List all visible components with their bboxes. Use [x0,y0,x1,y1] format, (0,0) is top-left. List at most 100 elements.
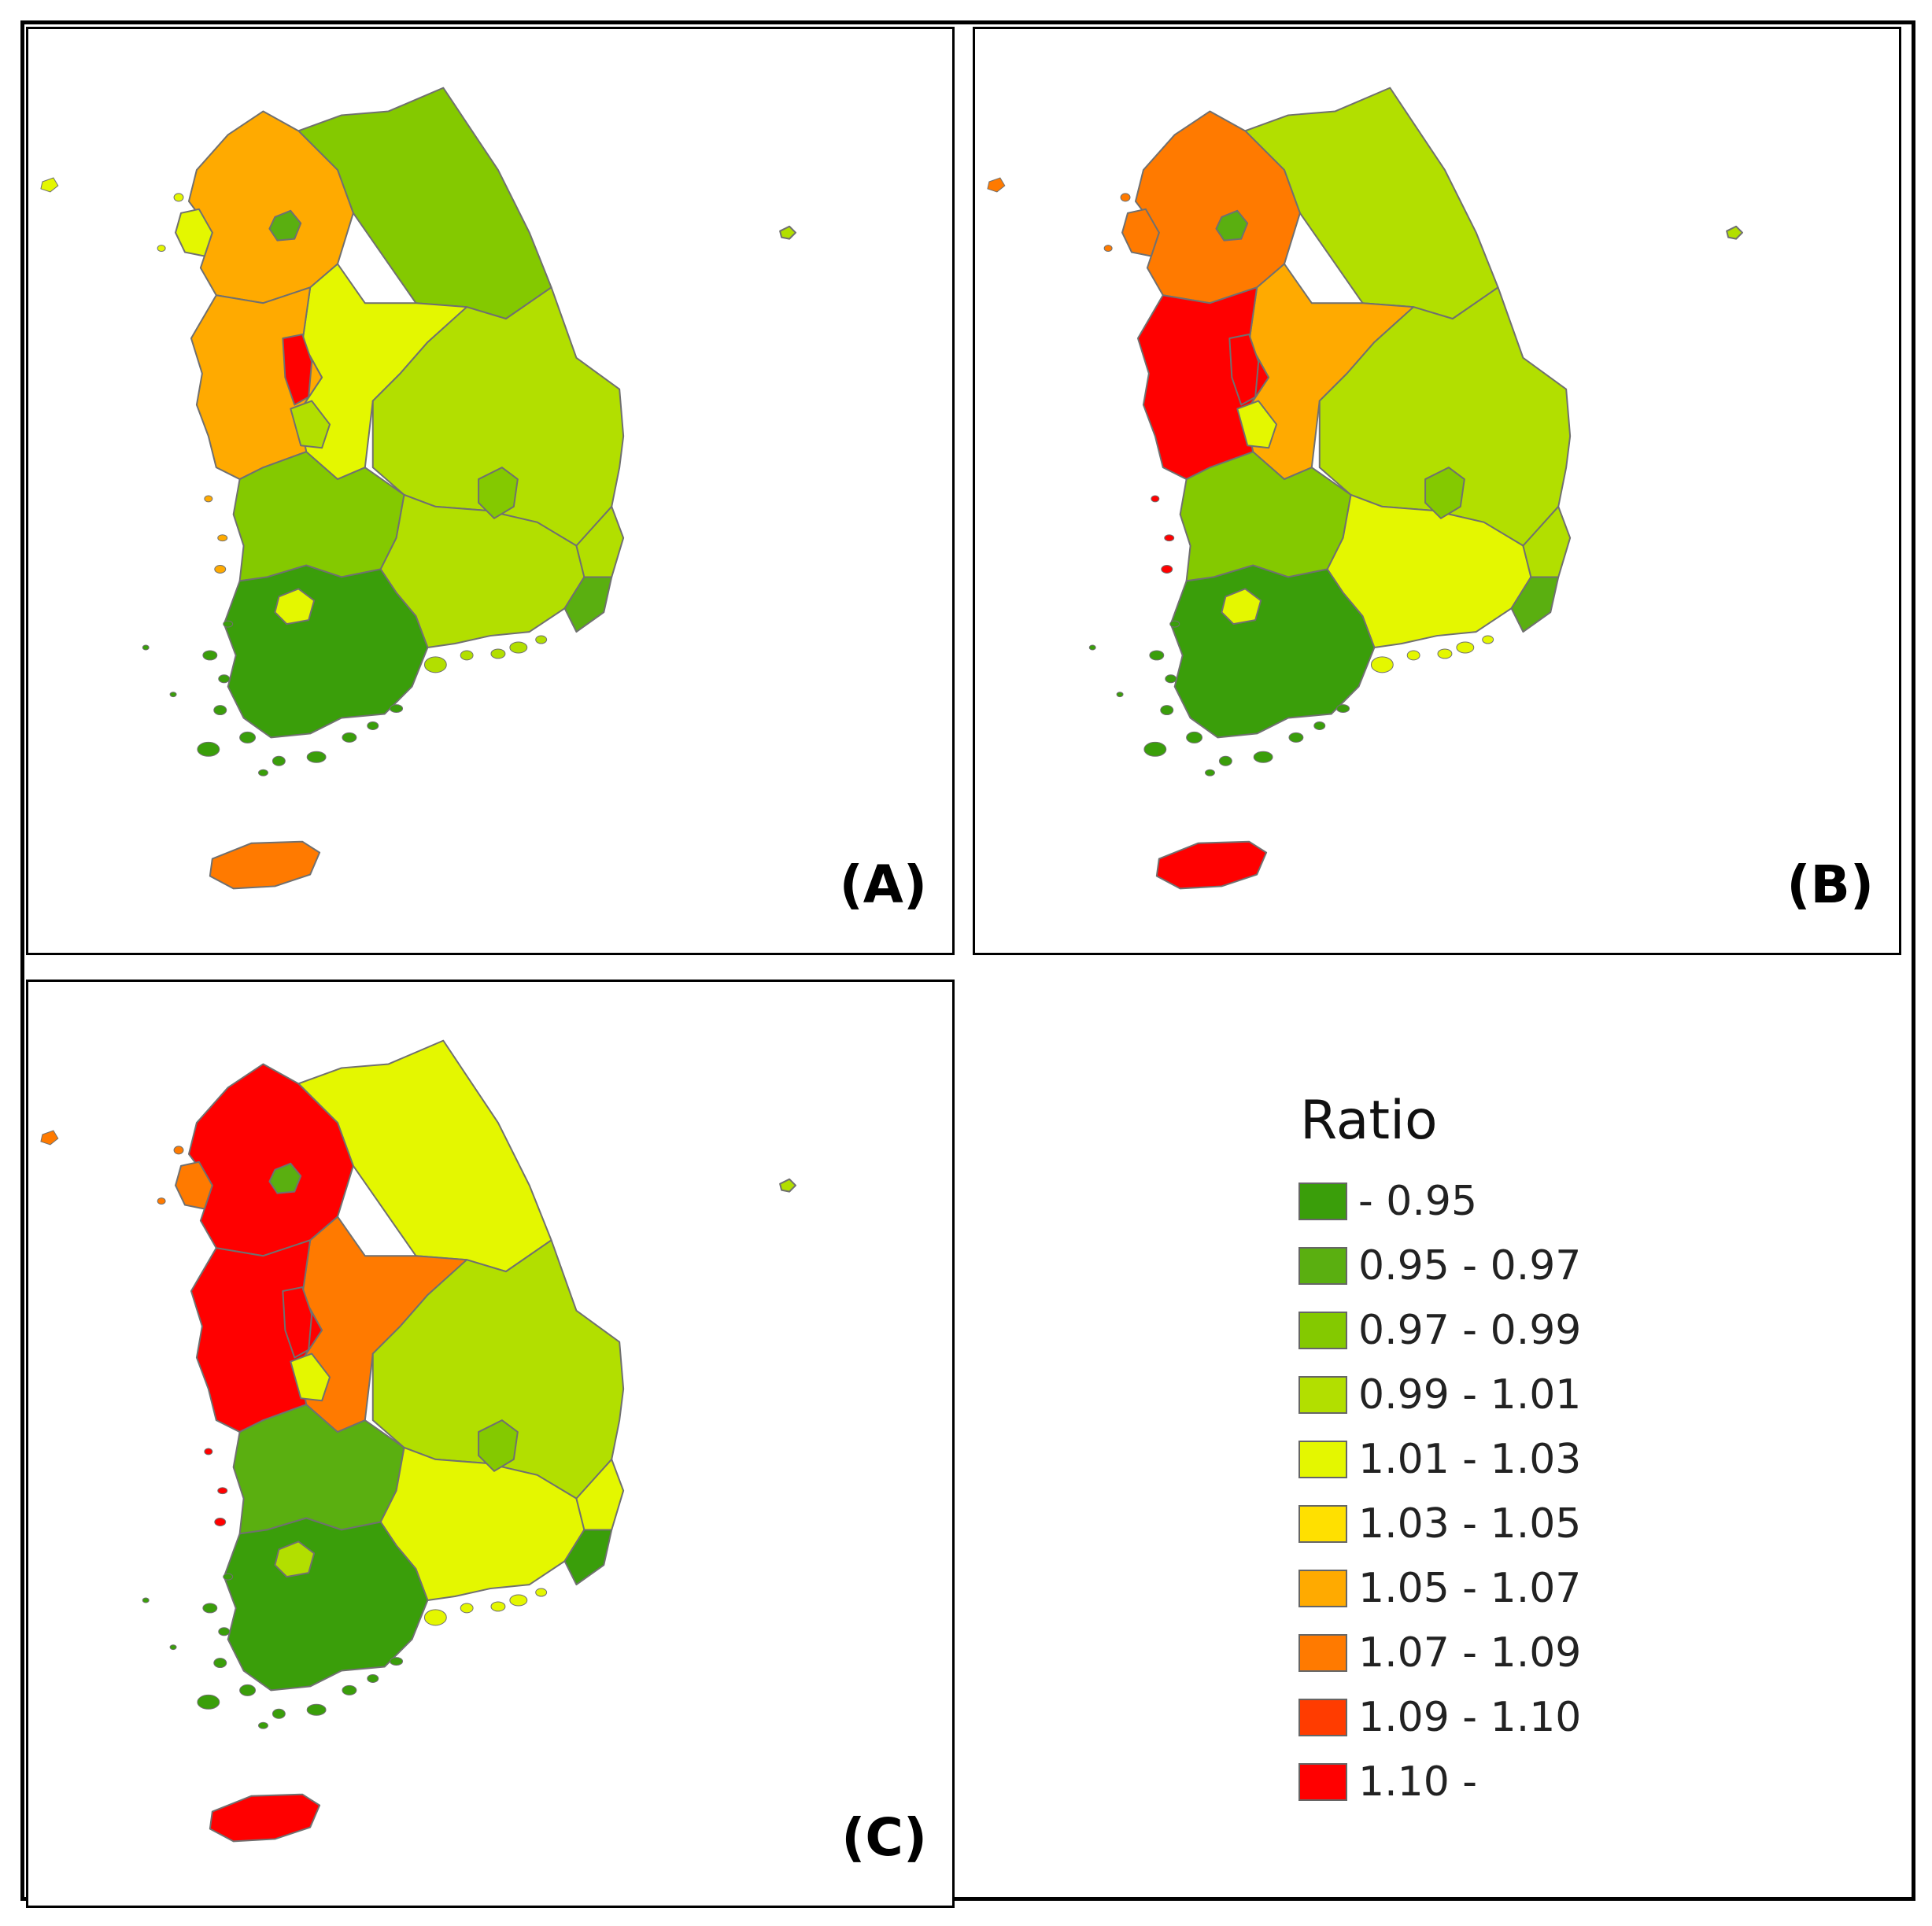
panel-label-b: (B) [1786,854,1874,915]
island [1161,565,1173,574]
island [1116,692,1124,698]
figure-frame [20,20,1915,1901]
island [1120,193,1131,202]
island [509,1594,528,1607]
island [535,1588,548,1597]
legend-item: 0.97 - 0.99 [1298,1298,1581,1363]
island [142,644,150,651]
island [169,1644,177,1651]
legend-label: 1.05 - 1.07 [1358,1565,1582,1612]
island [157,245,166,253]
legend-label: 1.01 - 1.03 [1358,1436,1582,1483]
island [1288,732,1304,743]
legend-label: 1.03 - 1.05 [1358,1500,1582,1548]
region-daejeon [290,1352,331,1402]
island [460,1603,474,1614]
island [390,704,404,714]
region-jeju [1155,840,1268,890]
island [423,656,447,673]
region-gangwon [1244,87,1499,320]
legend-label: - 0.95 [1358,1178,1478,1225]
island [1169,620,1180,628]
island [218,674,231,684]
region-gwangju [1221,588,1262,625]
island [40,177,59,193]
island [1186,731,1203,743]
island [367,1674,379,1683]
region-seoul [268,1162,302,1194]
island [367,721,379,730]
island [1370,656,1394,673]
island [202,650,218,661]
island [1205,769,1215,777]
island [214,565,227,574]
island [218,1627,231,1636]
legend-item: 1.10 - [1298,1750,1581,1814]
island [423,1609,447,1626]
island [204,1448,213,1456]
island [1406,650,1420,661]
region-jeonnam [1169,564,1376,739]
region-daegu [1424,467,1465,519]
region-gwangju [274,588,316,625]
island [213,1658,227,1669]
island [1313,721,1326,730]
legend-swatch [1298,1699,1347,1736]
island [1218,755,1232,766]
island [197,741,220,757]
legend-swatch [1298,1763,1347,1801]
island [217,1487,228,1495]
legend-label: 1.07 - 1.09 [1358,1629,1582,1677]
region-daegu [478,467,519,519]
island [40,1130,59,1146]
island [173,1146,184,1155]
legend-swatch [1298,1183,1347,1220]
region-ulsan [575,505,625,578]
region-busan [1510,576,1560,633]
legend-swatch [1298,1247,1347,1285]
legend-swatch [1298,1505,1347,1543]
region-ulsan [575,1458,625,1531]
island [173,193,184,202]
region-jeju [209,1793,321,1843]
region-ulleung [1726,225,1744,240]
region-jeonnam [223,1517,429,1692]
legend-title: Ratio [1300,1090,1438,1152]
panel-label-a: (A) [839,854,927,915]
island [204,495,213,503]
island [306,751,327,763]
region-busan [563,576,613,633]
island [197,1694,220,1710]
island [1151,495,1160,503]
island [169,692,177,698]
island [1165,674,1177,684]
island [342,732,357,743]
region-ulleung [779,225,797,240]
island [535,635,548,644]
island [390,1657,404,1666]
island [202,1603,218,1614]
region-daejeon [1236,400,1278,449]
legend-item: 1.03 - 1.05 [1298,1492,1581,1556]
legend-item: 1.09 - 1.10 [1298,1685,1581,1750]
legend-swatch [1298,1312,1347,1349]
region-incheon [175,1160,213,1210]
island [1253,751,1273,763]
region-sejong [282,334,313,406]
choropleth-map [987,87,1744,890]
map-panel-b: (B) [973,27,1901,955]
island [306,1703,327,1716]
island [258,769,268,777]
legend-swatch [1298,1376,1347,1414]
island [1437,648,1453,659]
island [490,1601,506,1612]
choropleth-map [40,87,797,890]
legend-item: 0.95 - 0.97 [1298,1234,1581,1298]
island [509,641,528,654]
region-seoul [1215,209,1249,242]
legend-swatch [1298,1634,1347,1672]
island [490,648,506,659]
island [239,731,257,743]
legend-label: 0.99 - 1.01 [1358,1371,1582,1419]
island [1160,705,1174,716]
